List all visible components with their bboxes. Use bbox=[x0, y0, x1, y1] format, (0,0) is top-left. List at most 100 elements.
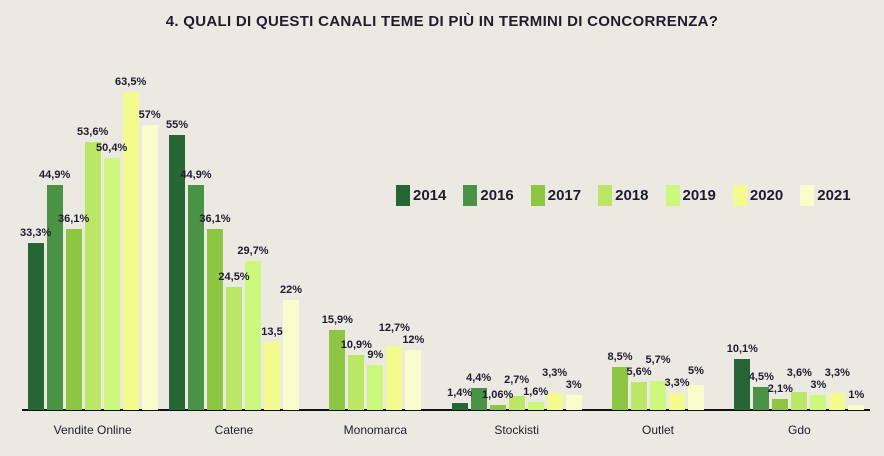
legend-swatch-2014 bbox=[396, 185, 410, 206]
chart-legend: 2014 2016 2017 2018 2019 2020 2021 bbox=[396, 185, 851, 206]
x-axis-label-catene: Catene bbox=[214, 423, 254, 437]
x-axis-label-monomarca: Monomarca bbox=[343, 423, 408, 437]
bar-value-label: 36,1% bbox=[58, 213, 90, 225]
bar-value-label: 12% bbox=[402, 334, 425, 346]
bar-value-label: 5,6% bbox=[626, 366, 652, 378]
bar-value-label: 63,5% bbox=[115, 76, 147, 88]
bar-value-label: 13,5 bbox=[261, 326, 283, 338]
x-axis-line bbox=[22, 409, 870, 411]
bar-value-label: 2,7% bbox=[504, 374, 530, 386]
bar-vendite-online-2020 bbox=[122, 92, 139, 410]
bar-catene-2021 bbox=[283, 300, 299, 410]
bar-stockisti-2020 bbox=[546, 393, 563, 410]
bar-catene-2018 bbox=[226, 287, 242, 410]
legend-label: 2017 bbox=[547, 187, 582, 204]
bar-gdo-2018 bbox=[791, 392, 808, 410]
bar-value-label: 3,3% bbox=[824, 367, 850, 379]
legend-swatch-2019 bbox=[665, 185, 680, 206]
bar-value-label: 3% bbox=[810, 379, 827, 391]
bar-value-label: 1,06% bbox=[482, 389, 514, 401]
bar-vendite-online-2016 bbox=[46, 185, 63, 410]
bar-gdo-2020 bbox=[829, 393, 846, 410]
bar-value-label: 8,5% bbox=[607, 351, 633, 363]
legend-item-2019: 2019 bbox=[665, 185, 716, 206]
bar-monomarca-2021 bbox=[405, 350, 422, 410]
bar-stockisti-2019 bbox=[527, 402, 544, 410]
legend-item-2014: 2014 bbox=[396, 185, 446, 206]
legend-item-2021: 2021 bbox=[800, 185, 851, 206]
bar-value-label: 50,4% bbox=[96, 142, 128, 154]
bar-gdo-2017 bbox=[772, 399, 789, 410]
bar-catene-2017 bbox=[207, 229, 223, 410]
bar-value-label: 3,6% bbox=[786, 367, 812, 379]
bar-stockisti-2018 bbox=[508, 396, 525, 410]
x-axis-label-vendite-online: Vendite Online bbox=[53, 423, 132, 437]
bar-outlet-2018 bbox=[631, 382, 647, 410]
chart-title: 4. QUALI DI QUESTI CANALI TEME DI PIÙ IN… bbox=[165, 13, 719, 30]
bar-value-label: 15,9% bbox=[321, 314, 353, 326]
bar-vendite-online-2017 bbox=[65, 229, 82, 410]
x-axis-label-stockisti: Stockisti bbox=[494, 423, 539, 437]
bar-gdo-2019 bbox=[810, 395, 827, 410]
bar-value-label: 9% bbox=[367, 349, 384, 361]
legend-label: 2021 bbox=[817, 187, 851, 204]
bar-vendite-online-2014 bbox=[27, 243, 44, 410]
bar-value-label: 4,5% bbox=[748, 371, 774, 383]
bar-monomarca-2019 bbox=[367, 365, 384, 410]
bar-value-label: 5% bbox=[688, 365, 704, 377]
legend-label: 2020 bbox=[749, 187, 784, 204]
bar-monomarca-2018 bbox=[348, 355, 365, 410]
bar-monomarca-2020 bbox=[386, 346, 403, 410]
bar-value-label: 10,1% bbox=[726, 343, 758, 355]
bar-value-label: 4,4% bbox=[466, 372, 492, 384]
bar-gdo-2016 bbox=[753, 387, 770, 410]
bar-value-label: 36,1% bbox=[199, 213, 231, 225]
bar-value-label: 1,6% bbox=[523, 386, 549, 398]
legend-swatch-2018 bbox=[598, 185, 613, 206]
bar-catene-2020 bbox=[264, 342, 280, 410]
bar-value-label: 29,7% bbox=[237, 245, 269, 257]
bar-value-label: 5,7% bbox=[645, 354, 671, 366]
legend-swatch-2020 bbox=[732, 185, 747, 206]
bar-value-label: 24,5% bbox=[218, 271, 250, 283]
bar-catene-2019 bbox=[245, 261, 261, 410]
legend-label: 2014 bbox=[413, 187, 447, 204]
bar-catene-2016 bbox=[188, 185, 204, 410]
bar-value-label: 57% bbox=[138, 109, 161, 121]
bar-value-label: 2,1% bbox=[767, 383, 793, 395]
legend-swatch-2016 bbox=[463, 185, 478, 206]
legend-item-2016: 2016 bbox=[463, 185, 514, 206]
bar-gdo-2021 bbox=[848, 405, 865, 410]
bar-catene-2014 bbox=[169, 135, 185, 410]
legend-item-2020: 2020 bbox=[732, 185, 784, 206]
bar-value-label: 12,7% bbox=[378, 322, 410, 334]
bar-stockisti-2016 bbox=[470, 388, 487, 410]
bar-value-label: 44,9% bbox=[180, 169, 212, 181]
legend-label: 2016 bbox=[480, 187, 514, 204]
legend-label: 2019 bbox=[682, 187, 716, 204]
bar-value-label: 1% bbox=[848, 389, 865, 401]
bar-value-label: 55% bbox=[165, 119, 189, 131]
bar-outlet-2019 bbox=[650, 381, 666, 410]
bar-value-label: 33,3% bbox=[20, 227, 52, 239]
bar-value-label: 1,4% bbox=[447, 387, 473, 399]
bar-value-label: 44,9% bbox=[39, 169, 71, 181]
bar-stockisti-2017 bbox=[489, 405, 506, 410]
legend-label: 2018 bbox=[615, 187, 649, 204]
bar-stockisti-2021 bbox=[565, 395, 582, 410]
bar-value-label: 3% bbox=[565, 379, 582, 391]
bar-outlet-2021 bbox=[688, 385, 704, 410]
bar-vendite-online-2018 bbox=[84, 142, 101, 410]
bar-monomarca-2017 bbox=[329, 330, 346, 410]
bar-outlet-2017 bbox=[612, 367, 628, 410]
bar-outlet-2020 bbox=[669, 393, 685, 410]
bar-value-label: 3,3% bbox=[542, 367, 568, 379]
bar-stockisti-2014 bbox=[451, 403, 468, 410]
bar-gdo-2014 bbox=[734, 359, 751, 410]
bar-value-label: 3,3% bbox=[664, 377, 690, 389]
bar-vendite-online-2019 bbox=[103, 158, 120, 410]
x-axis-label-gdo: Gdo bbox=[787, 423, 811, 437]
legend-item-2018: 2018 bbox=[598, 185, 649, 206]
